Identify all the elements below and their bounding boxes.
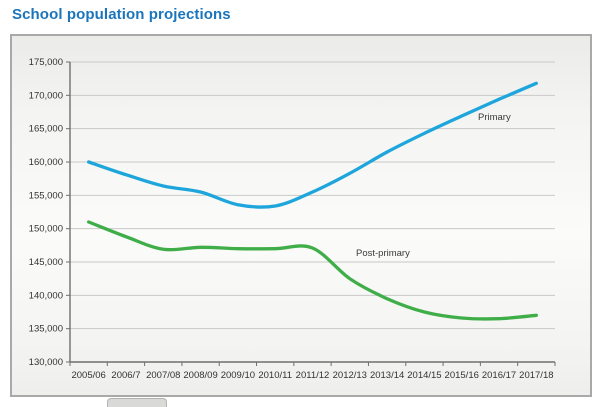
y-axis-tick-label: 145,000 [29,257,63,268]
series-label-primary: Primary [478,112,511,123]
x-axis-tick-label: 2016/17 [482,370,516,381]
x-axis-tick-label: 2012/13 [333,370,367,381]
x-axis-tick-label: 2006/7 [111,370,140,381]
y-axis-tick-label: 165,000 [29,124,63,135]
x-axis-tick-label: 2005/06 [71,370,105,381]
y-axis-tick-label: 175,000 [29,57,63,68]
x-axis-tick-label: 2015/16 [445,370,479,381]
series-line-post-primary [87,220,538,321]
y-axis-tick-label: 140,000 [29,290,63,301]
y-axis-tick-label: 130,000 [29,357,63,368]
y-axis-tick-label: 155,000 [29,190,63,201]
chart-panel [10,34,592,397]
x-axis-tick-label: 2011/12 [296,370,330,381]
y-axis-tick-label: 135,000 [29,324,63,335]
y-axis-tick-label: 150,000 [29,224,63,235]
x-axis-tick-label: 2010/11 [258,370,292,381]
x-axis-tick-label: 2017/18 [519,370,553,381]
y-axis-tick-label: 160,000 [29,157,63,168]
series-line-primary [87,81,538,209]
x-axis-tick-label: 2013/14 [370,370,404,381]
x-axis-tick-label: 2008/09 [183,370,217,381]
y-axis-tick-label: 170,000 [29,90,63,101]
x-axis-tick-label: 2009/10 [221,370,255,381]
cropped-element-below-panel [107,398,167,407]
series-label-post-primary: Post-primary [356,248,410,259]
page-title: School population projections [12,6,231,23]
x-axis-tick-label: 2007/08 [146,370,180,381]
x-axis-tick-label: 2014/15 [407,370,441,381]
